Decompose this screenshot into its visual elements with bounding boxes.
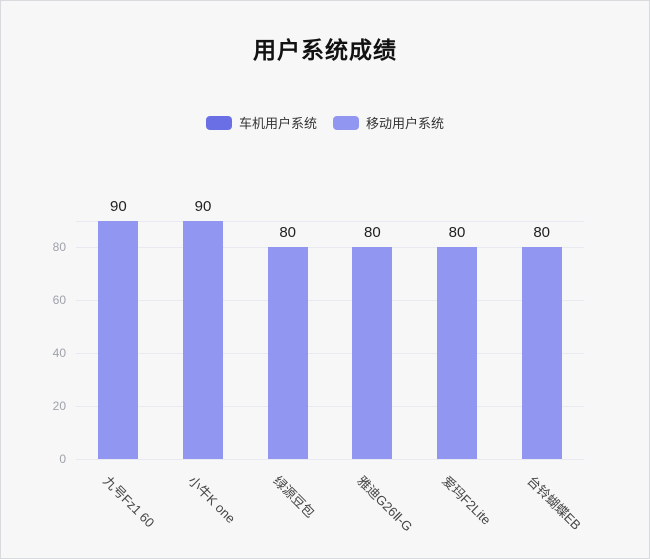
bar[interactable] (437, 247, 477, 459)
bar-value-label: 90 (194, 198, 212, 215)
gridline (76, 300, 584, 302)
x-axis-category-label: 雅迪G26Ⅱ-G (354, 473, 416, 535)
plot-area: 0 20 40 60 80 90 九号Fz1 60 90 小牛K one 80 绿源豆包 80 雅迪G2… (53, 198, 584, 534)
legend-item[interactable]: 移动用户系统 (333, 113, 444, 132)
legend-swatch-icon (333, 115, 359, 130)
bar-value-label: 80 (363, 224, 381, 242)
legend-swatch-icon (205, 115, 232, 130)
x-axis-category-label: 绿源豆包 (269, 473, 318, 521)
bar-value-label: 90 (109, 198, 127, 215)
chart-title: 用户系统成绩 (253, 37, 397, 63)
y-axis-tick-label: 80 (52, 240, 66, 255)
legend: 车机用户系统 移动用户系统 (1, 113, 649, 132)
gridline (76, 247, 584, 249)
x-axis-category-label: 台铃蝴蝶EB (523, 473, 584, 533)
x-axis-category-label: 九号Fz1 60 (100, 473, 158, 531)
bar[interactable] (352, 247, 393, 459)
bar-value-label: 80 (279, 224, 296, 242)
bar[interactable] (183, 221, 223, 459)
bar[interactable] (521, 247, 562, 459)
bar-value-label: 80 (533, 224, 550, 242)
legend-label: 车机用户系统 (238, 116, 317, 131)
y-axis-tick-label: 20 (52, 399, 66, 414)
legend-item[interactable]: 车机用户系统 (205, 113, 317, 132)
bar[interactable] (98, 221, 139, 459)
x-axis-category-label: 爱玛F2Lite (439, 473, 494, 528)
y-axis-tick-label: 60 (52, 293, 66, 308)
bar-value-label: 80 (448, 224, 466, 242)
bar[interactable] (267, 247, 308, 459)
y-axis-tick-label: 0 (59, 452, 66, 466)
gridline (76, 221, 584, 222)
x-axis-category-label: 小牛K one (185, 473, 239, 527)
gridline (76, 406, 584, 408)
gridline (76, 459, 584, 460)
y-axis-tick-label: 40 (52, 346, 66, 361)
gridline (76, 353, 584, 355)
legend-label: 移动用户系统 (366, 116, 445, 131)
